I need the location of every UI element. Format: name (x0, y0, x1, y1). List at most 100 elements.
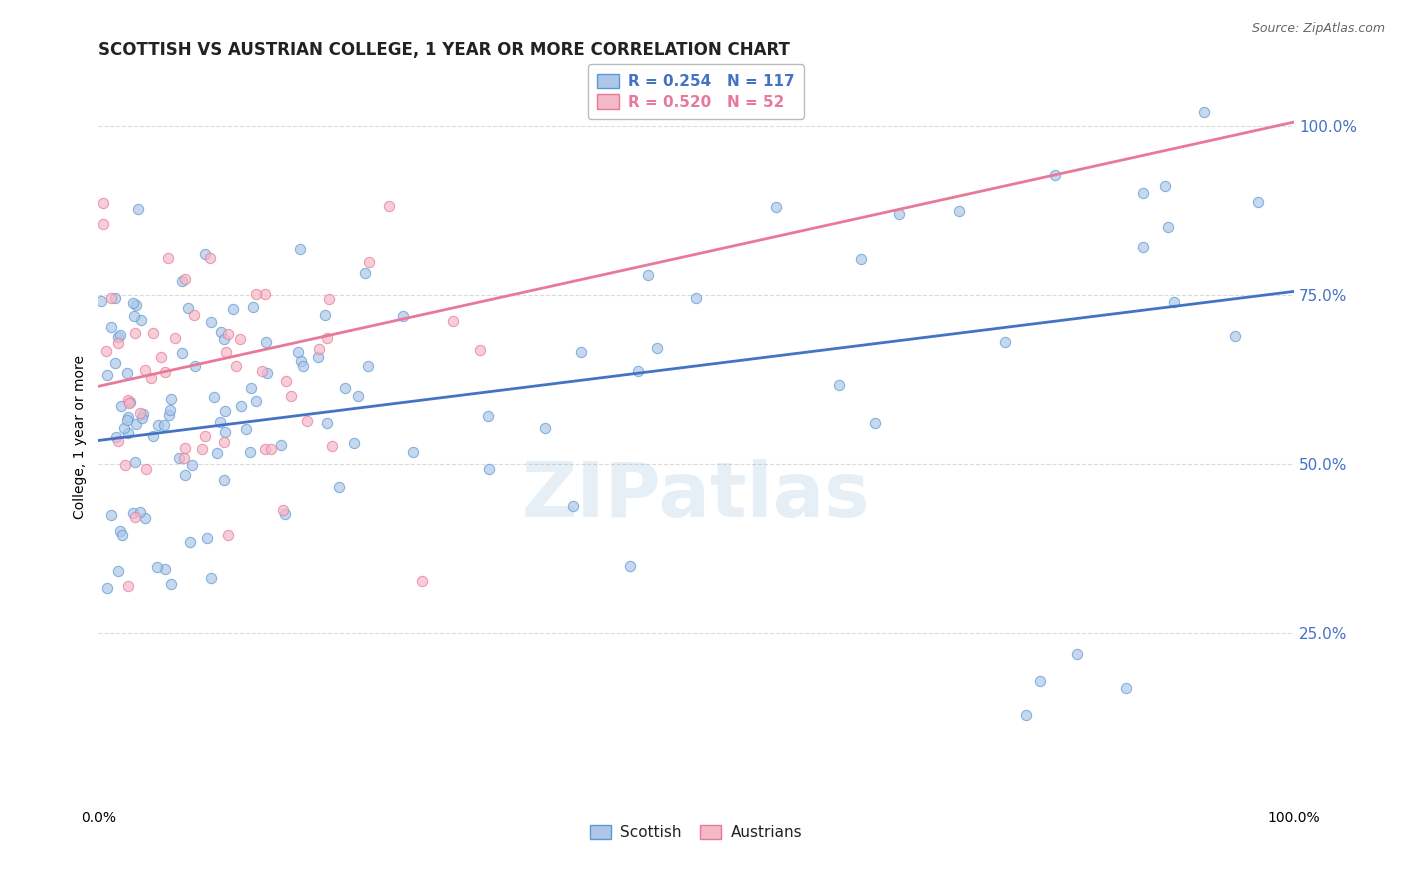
Point (115, 413, 138, 427)
Point (252, 364, 274, 378)
Point (214, 404, 236, 418)
Point (200, 571, 222, 585)
Text: ZIPatlas: ZIPatlas (522, 458, 870, 533)
Point (478, 462, 501, 476)
Point (571, 345, 593, 359)
Point (172, 274, 194, 288)
Point (307, 350, 329, 364)
Point (222, 301, 245, 316)
Point (217, 528, 239, 542)
Point (1225, 329, 1247, 343)
Point (146, 417, 169, 432)
Point (177, 301, 200, 316)
Point (96, 581, 118, 595)
Point (318, 292, 340, 306)
Point (271, 502, 294, 516)
Point (270, 438, 292, 452)
Point (1163, 295, 1185, 310)
Point (200, 315, 222, 329)
Point (308, 342, 330, 356)
Point (887, 206, 910, 220)
Point (357, 359, 380, 373)
Point (200, 252, 222, 266)
Point (104, 291, 127, 305)
Point (122, 309, 145, 323)
Point (96, 368, 118, 382)
Point (173, 450, 195, 465)
Point (948, 203, 970, 218)
Point (127, 202, 149, 217)
Point (112, 421, 135, 435)
Point (100, 291, 122, 305)
Point (183, 308, 205, 322)
Point (107, 330, 129, 344)
Point (470, 343, 492, 358)
Point (1066, 647, 1088, 661)
Point (225, 359, 247, 373)
Point (129, 505, 152, 519)
Point (402, 444, 425, 458)
Point (239, 445, 262, 459)
Point (321, 439, 343, 453)
Point (849, 252, 872, 266)
Point (637, 268, 659, 282)
Point (212, 332, 235, 346)
Point (157, 252, 180, 266)
Point (114, 458, 136, 472)
Point (214, 425, 236, 439)
Point (117, 425, 139, 440)
Point (153, 562, 176, 576)
Point (295, 414, 318, 428)
Point (129, 406, 152, 420)
Point (104, 356, 127, 370)
Point (619, 558, 641, 573)
Point (315, 331, 337, 345)
Point (160, 392, 183, 407)
Point (142, 326, 165, 340)
Point (333, 381, 356, 395)
Point (117, 366, 139, 380)
Point (167, 451, 190, 466)
Text: SCOTTISH VS AUSTRIAN COLLEGE, 1 YEAR OR MORE CORRELATION CHART: SCOTTISH VS AUSTRIAN COLLEGE, 1 YEAR OR … (98, 41, 790, 59)
Point (287, 345, 309, 359)
Point (160, 576, 183, 591)
Point (685, 291, 707, 305)
Point (149, 350, 172, 364)
Point (242, 300, 264, 314)
Point (134, 511, 156, 525)
Point (179, 535, 201, 549)
Point (117, 410, 139, 425)
Point (256, 366, 278, 380)
Point (94, 344, 117, 359)
Point (353, 266, 375, 280)
Point (254, 335, 277, 350)
Point (107, 434, 129, 448)
Point (534, 421, 557, 435)
Point (1132, 186, 1154, 201)
Point (134, 362, 156, 376)
Point (290, 353, 312, 368)
Point (107, 336, 129, 351)
Point (274, 375, 297, 389)
Point (328, 480, 350, 494)
Point (180, 458, 202, 472)
Point (91, 218, 114, 232)
Point (91, 195, 114, 210)
Point (627, 364, 650, 378)
Point (209, 325, 232, 339)
Point (174, 272, 197, 286)
Point (645, 341, 668, 355)
Point (184, 359, 207, 374)
Point (90, 293, 112, 308)
Point (165, 331, 187, 345)
Point (122, 296, 145, 310)
Point (209, 415, 232, 429)
Point (245, 393, 267, 408)
Point (125, 298, 148, 312)
Point (253, 442, 276, 457)
Point (146, 560, 169, 574)
Point (280, 389, 302, 403)
Point (765, 200, 787, 214)
Point (100, 320, 122, 334)
Point (157, 408, 180, 422)
